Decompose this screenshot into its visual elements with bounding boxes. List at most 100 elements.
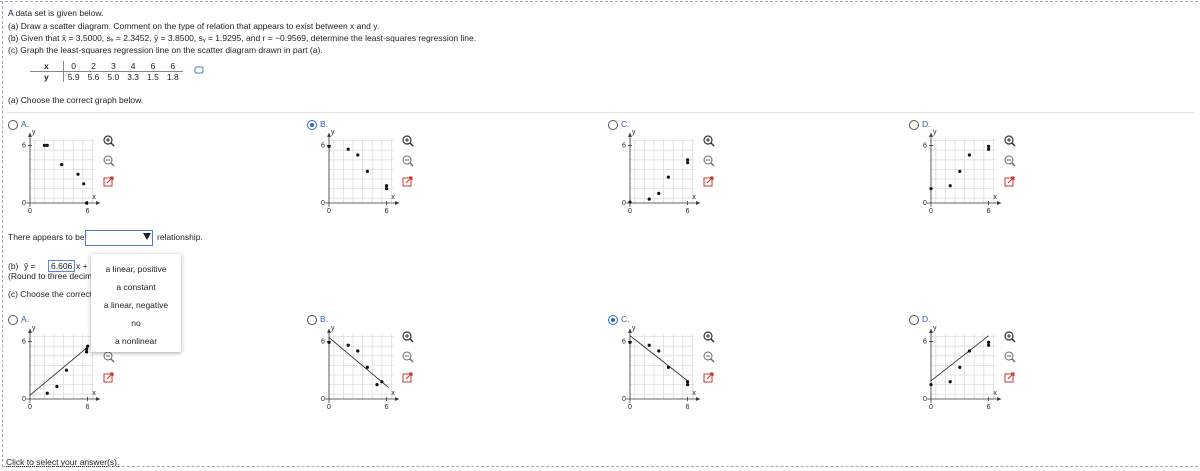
- data-point: [375, 383, 379, 387]
- axis-arrow: [696, 201, 701, 205]
- data-point: [356, 153, 360, 157]
- menu-option[interactable]: a linear, positive: [105, 264, 167, 274]
- data-point: [967, 349, 972, 353]
- b-note: (Round to three decimal places as needed…: [8, 271, 173, 281]
- b-label: (b): [8, 261, 19, 271]
- tick-label: 0: [327, 208, 331, 215]
- zoom-in-icon[interactable]: [402, 135, 412, 145]
- icon-stroke: [710, 142, 715, 147]
- data-point: [365, 365, 369, 369]
- data-table: x 0 2 3 4 6 6 y 5.9 5.6 5.0 3.3 1.5 1.8: [30, 61, 183, 82]
- tick-label: 6: [987, 208, 991, 215]
- tick-label: 6: [923, 142, 927, 149]
- zoom-in-icon[interactable]: [703, 331, 713, 341]
- option-label: C.: [621, 119, 630, 129]
- tick-label: 0: [22, 396, 26, 403]
- data-point: [356, 349, 360, 353]
- zoom-out-icon[interactable]: [103, 351, 113, 361]
- data-point: [686, 158, 690, 162]
- axis-label: y: [933, 325, 937, 332]
- radio-button[interactable]: [8, 120, 18, 130]
- icon-stroke: [405, 176, 413, 184]
- menu-option[interactable]: a linear, negative: [103, 300, 169, 310]
- table-cell: 4: [123, 61, 144, 72]
- table-cell: 1.5: [147, 72, 159, 82]
- zoom-in-icon[interactable]: [1004, 135, 1014, 145]
- footer[interactable]: Click to select your answer(s).: [6, 457, 120, 467]
- frame: [0, 1, 1198, 2]
- popout-icon[interactable]: [103, 177, 113, 187]
- radio-button[interactable]: [307, 120, 317, 130]
- radio-button[interactable]: [8, 315, 18, 325]
- icon-stroke: [706, 334, 710, 338]
- tick-label: 0: [622, 396, 626, 403]
- axis-arrow: [696, 397, 701, 401]
- table-row: y 5.9 5.6 5.0 3.3 1.5 1.8: [30, 71, 183, 82]
- data-point: [85, 201, 89, 205]
- menu-option[interactable]: no: [131, 318, 141, 328]
- axis-label: x: [92, 390, 96, 397]
- popout-icon[interactable]: [1004, 373, 1014, 383]
- frame: [2, 466, 1198, 467]
- popout-icon[interactable]: [703, 177, 713, 187]
- icon-stroke: [1011, 338, 1016, 343]
- zoom-in-icon[interactable]: [703, 135, 713, 145]
- menu-option[interactable]: a nonlinear: [114, 336, 158, 346]
- zoom-in-icon[interactable]: [402, 331, 412, 341]
- radio-button[interactable]: [307, 315, 317, 325]
- tick-label: 6: [86, 208, 90, 215]
- axis-arrow: [395, 201, 400, 205]
- popout-icon[interactable]: [703, 373, 713, 383]
- tick-label: 6: [622, 142, 626, 149]
- zoom-out-icon[interactable]: [703, 155, 713, 165]
- popout-icon[interactable]: [402, 373, 412, 383]
- radio-button[interactable]: [909, 315, 919, 325]
- regression-line: [328, 337, 389, 388]
- axis-arrow: [628, 328, 632, 333]
- relationship-select[interactable]: [85, 230, 153, 246]
- menu-option[interactable]: a constant: [116, 282, 156, 292]
- data-point: [327, 144, 331, 148]
- data-point: [45, 143, 49, 147]
- zoom-out-icon[interactable]: [1004, 351, 1014, 361]
- data-point: [958, 365, 962, 369]
- popout-icon[interactable]: [103, 373, 113, 383]
- icon-stroke: [706, 176, 714, 184]
- coefficient-box[interactable]: 6.606: [48, 260, 76, 272]
- data-point: [967, 153, 972, 157]
- radio-button[interactable]: [608, 120, 618, 130]
- axis-label: x: [692, 194, 696, 201]
- axis-label: y: [331, 129, 335, 136]
- popout-icon[interactable]: [1004, 177, 1014, 187]
- icon-stroke: [405, 372, 413, 380]
- option-label: B.: [320, 314, 329, 324]
- copy-icon[interactable]: [194, 65, 206, 75]
- zoom-out-icon[interactable]: [103, 155, 113, 165]
- table-cell: 2: [83, 61, 104, 72]
- radio-button[interactable]: [909, 120, 919, 130]
- zoom-in-icon[interactable]: [1004, 331, 1014, 341]
- axis-arrow: [395, 397, 400, 401]
- zoom-out-icon[interactable]: [402, 155, 412, 165]
- data-point: [666, 365, 671, 369]
- regression-line: [29, 346, 88, 396]
- popout-icon[interactable]: [402, 177, 412, 187]
- axis-label: x: [692, 390, 696, 397]
- data-point: [327, 340, 331, 344]
- table-cell: 6: [162, 61, 183, 72]
- icon-stroke: [1007, 372, 1015, 380]
- table-cell: 5.9: [67, 72, 80, 82]
- axis-arrow: [929, 132, 933, 137]
- axis-arrow: [997, 397, 1002, 401]
- zoom-out-icon[interactable]: [402, 351, 412, 361]
- zoom-out-icon[interactable]: [703, 351, 713, 361]
- data-point: [666, 175, 671, 179]
- data-point: [987, 343, 991, 347]
- radio-button[interactable]: [608, 315, 618, 325]
- zoom-out-icon[interactable]: [1004, 155, 1014, 165]
- icon-stroke: [1011, 358, 1016, 363]
- axis-arrow: [628, 132, 632, 137]
- option-label: A.: [21, 119, 30, 129]
- data-point: [657, 349, 661, 353]
- zoom-in-icon[interactable]: [103, 135, 113, 145]
